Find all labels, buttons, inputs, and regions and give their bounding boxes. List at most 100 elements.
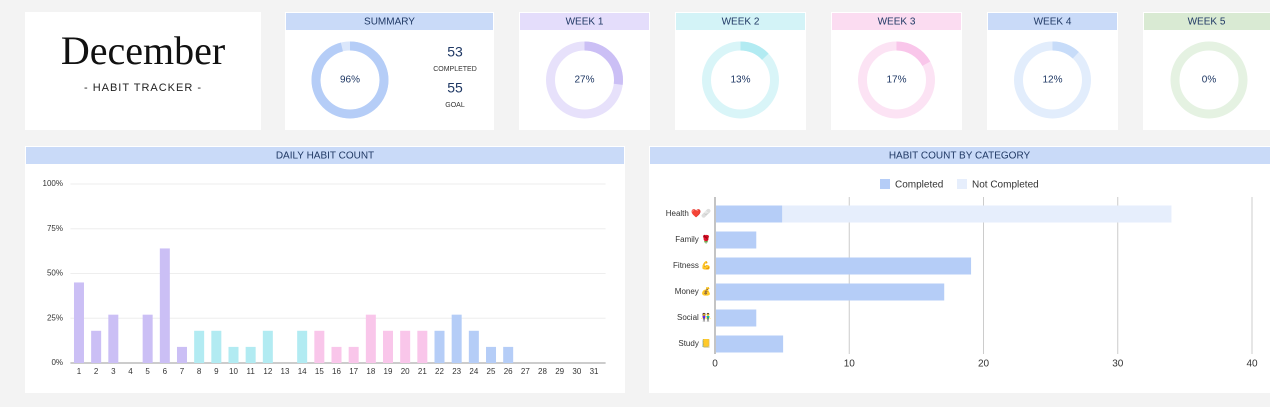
bar: [365, 314, 376, 363]
x-tick-label: 30: [1112, 359, 1124, 370]
card-header: [676, 13, 805, 30]
bar: [486, 346, 497, 363]
x-tick-label: 19: [384, 367, 393, 376]
card-title: WEEK 1: [566, 17, 604, 28]
x-tick-label: 27: [521, 367, 530, 376]
y-tick-label: 25%: [47, 313, 63, 322]
card-header: [26, 147, 624, 164]
x-tick-label: 16: [332, 367, 341, 376]
card-title: WEEK 3: [878, 17, 916, 28]
bar: [159, 248, 170, 363]
x-tick-label: 0: [712, 359, 718, 370]
x-tick-label: 15: [315, 367, 324, 376]
card-header: [1144, 13, 1270, 30]
card-title: WEEK 4: [1034, 17, 1072, 28]
bar: [314, 330, 325, 363]
bar: [716, 309, 757, 327]
bar: [468, 330, 479, 363]
x-tick-label: 30: [572, 367, 581, 376]
x-tick-label: 25: [487, 367, 496, 376]
x-tick-label: 20: [401, 367, 410, 376]
bar: [245, 346, 256, 363]
bar: [434, 330, 445, 363]
card-header: [832, 13, 961, 30]
x-tick-label: 31: [590, 367, 599, 376]
legend-swatch: [880, 179, 890, 189]
x-tick-label: 12: [263, 367, 272, 376]
card-title: WEEK 2: [722, 17, 760, 28]
y-tick-label: Fitness 💪: [673, 260, 711, 270]
y-tick-label: Money 💰: [675, 286, 711, 296]
legend-label: Completed: [895, 180, 943, 191]
stat-label: GOAL: [445, 102, 465, 109]
card-title: DAILY HABIT COUNT: [276, 151, 374, 162]
x-tick-label: 4: [128, 367, 133, 376]
bar: [91, 330, 102, 363]
card-header: [286, 13, 493, 30]
donut-label: 13%: [730, 75, 750, 86]
legend-label: Not Completed: [972, 180, 1039, 191]
bar: [73, 282, 84, 363]
x-tick-label: 23: [452, 367, 461, 376]
bar: [108, 314, 119, 363]
bar: [716, 335, 784, 353]
y-tick-label: Health ❤️🩹: [666, 208, 711, 218]
donut-label: 0%: [1202, 75, 1217, 86]
header-card: [25, 12, 261, 130]
x-tick-label: 8: [197, 367, 202, 376]
y-tick-label: Family 🌹: [675, 234, 711, 244]
x-tick-label: 3: [111, 367, 116, 376]
bar: [400, 330, 411, 363]
card: [25, 146, 625, 393]
x-tick-label: 9: [214, 367, 219, 376]
page-title: December: [61, 28, 225, 73]
bar: [716, 257, 972, 275]
bar: [142, 314, 153, 363]
donut-label: 96%: [340, 75, 360, 86]
bar: [176, 346, 187, 363]
bar: [782, 205, 1172, 223]
legend-swatch: [957, 179, 967, 189]
bar: [451, 314, 462, 363]
stat-value: 53: [447, 44, 463, 60]
bar: [211, 330, 222, 363]
y-tick-label: 0%: [51, 358, 63, 367]
x-tick-label: 10: [229, 367, 238, 376]
y-tick-label: 75%: [47, 224, 63, 233]
x-tick-label: 40: [1246, 359, 1258, 370]
card-title: SUMMARY: [364, 17, 415, 28]
x-tick-label: 22: [435, 367, 444, 376]
stat-label: COMPLETED: [433, 66, 477, 73]
card-title: HABIT COUNT BY CATEGORY: [889, 151, 1031, 162]
bar: [297, 330, 308, 363]
card-header: [988, 13, 1117, 30]
bar: [194, 330, 205, 363]
donut-arc: [311, 41, 389, 119]
donut-label: 17%: [886, 75, 906, 86]
card-header: [520, 13, 649, 30]
x-tick-label: 1: [77, 367, 82, 376]
x-tick-label: 13: [281, 367, 290, 376]
x-tick-label: 6: [163, 367, 168, 376]
bar: [383, 330, 394, 363]
donut-label: 27%: [574, 75, 594, 86]
stat-value: 55: [447, 80, 463, 96]
card-title: WEEK 5: [1188, 17, 1226, 28]
bar: [348, 346, 359, 363]
bar: [716, 205, 784, 223]
x-tick-label: 10: [844, 359, 856, 370]
x-tick-label: 24: [469, 367, 478, 376]
x-tick-label: 29: [555, 367, 564, 376]
x-tick-label: 14: [298, 367, 307, 376]
bar: [716, 231, 757, 249]
x-tick-label: 17: [349, 367, 358, 376]
x-tick-label: 5: [145, 367, 150, 376]
bar: [331, 346, 342, 363]
x-tick-label: 18: [366, 367, 375, 376]
donut-arc: [1014, 41, 1091, 119]
x-tick-label: 20: [978, 359, 990, 370]
x-tick-label: 2: [94, 367, 99, 376]
bar: [228, 346, 239, 363]
bar: [716, 283, 945, 301]
